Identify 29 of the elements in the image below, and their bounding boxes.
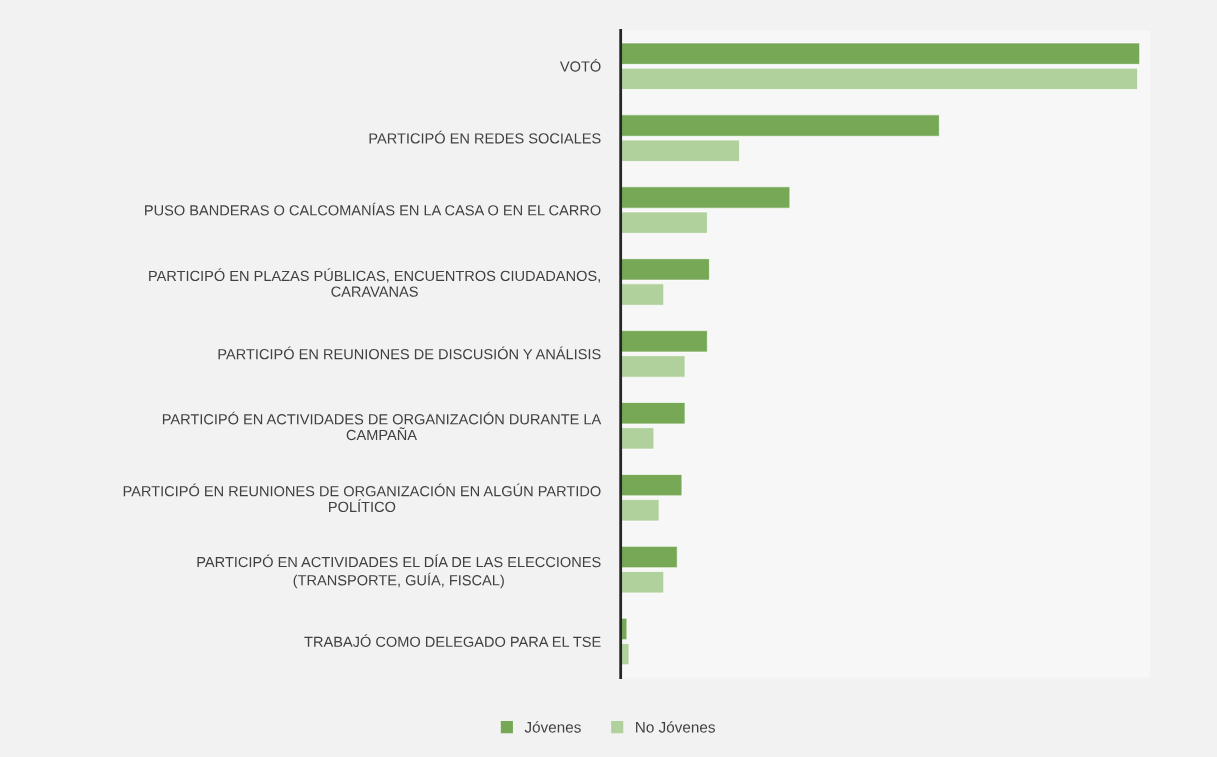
y-tick-label: PARTICIPÓ EN ACTIVIDADES DE ORGANIZACIÓN DURANTE LA CAMPAÑA (162, 411, 602, 441)
bar (620, 474, 683, 497)
bar (620, 427, 655, 450)
legend-label: No Jóvenes (636, 721, 715, 733)
bar (620, 283, 665, 306)
bar (620, 211, 708, 234)
y-tick-label: PARTICIPÓ EN PLAZAS PÚBLICAS, ENCUENTROS CIUDADANOS, CARAVANAS (149, 268, 600, 297)
y-tick-label: PUSO BANDERAS O CALCOMANÍAS EN LA CASA O EN EL CARRO (145, 202, 601, 216)
bar (620, 114, 940, 137)
bar (620, 186, 791, 209)
bar (620, 571, 665, 594)
bar (620, 499, 660, 522)
y-tick-label: PARTICIPÓ EN ACTIVIDADES EL DÍA DE LAS ELECCIONES (TRANSPORTE, GUÍA, FISCAL) (197, 554, 601, 589)
y-tick-label: PARTICIPÓ EN REUNIONES DE DISCUSIÓN Y ANÁLISIS (218, 346, 601, 360)
bar (620, 67, 1138, 90)
y-tick-label: VOTÓ (559, 58, 601, 72)
bar (620, 617, 628, 641)
legend-label: Jóvenes (524, 721, 581, 733)
y-tick-label: PARTICIPÓ EN REDES SOCIALES (369, 130, 601, 144)
bar (620, 258, 710, 281)
y-tick-label: PARTICIPÓ EN REUNIONES DE ORGANIZACIÓN EN ALGÚN PARTIDO POLÍTICO (123, 483, 601, 513)
bar (620, 402, 686, 425)
bar (620, 42, 1141, 65)
bar (620, 139, 740, 162)
bar (620, 546, 678, 569)
y-tick-label: TRABAJÓ COMO DELEGADO PARA EL TSE (304, 634, 601, 647)
bar (620, 355, 686, 378)
bar (620, 330, 708, 353)
bar (620, 643, 630, 666)
